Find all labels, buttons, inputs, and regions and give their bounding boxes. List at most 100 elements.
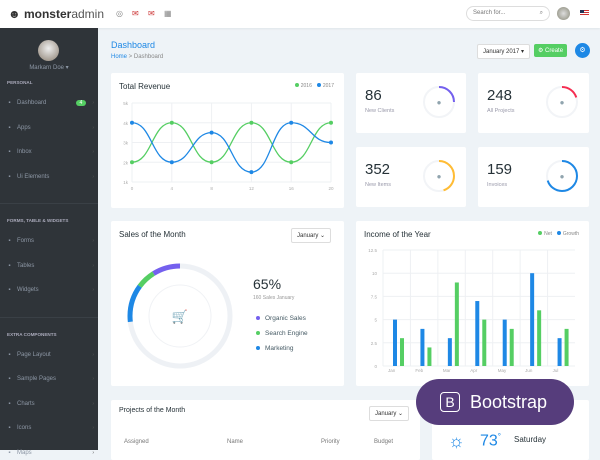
brand-part2: admin [71, 7, 104, 21]
stat-progress-ring: ● [423, 86, 455, 118]
stat-progress-arc [546, 160, 578, 192]
month-select[interactable]: January 2017 ▾ [477, 44, 531, 59]
user-avatar[interactable] [557, 7, 570, 20]
stat-label: Invoices [487, 182, 508, 188]
notification-icon[interactable]: ✉ [132, 9, 139, 18]
sidebar-item-page-layout[interactable]: ▪ Page Layout › [6, 350, 94, 360]
legend-dot [256, 316, 260, 320]
bar-net-apr [482, 319, 487, 366]
sidebar-section-title: PERSONAL [7, 80, 33, 85]
bar-net-feb [427, 347, 432, 366]
projects-month-select[interactable]: January ⌄ [369, 406, 410, 421]
sidebar-item-ui-elements[interactable]: ▪ Ui Elements › [6, 172, 94, 182]
pen-icon: ▪ [8, 425, 11, 431]
sidebar-item-apps[interactable]: ▪ Apps › [6, 123, 94, 133]
chevron-right-icon: › [92, 238, 94, 244]
breadcrumb: Home > Dashboard [111, 54, 164, 60]
sidebar-divider [0, 316, 98, 318]
income-chart: 0 2.5 5 7.5 10 12.5 Jan Feb Mar Apr May Jun Jul [368, 248, 575, 373]
grid-icon[interactable]: ▦ [164, 9, 172, 18]
widgets-icon: ▪ [8, 287, 11, 293]
bar-growth-jul [557, 338, 562, 366]
stat-progress-arc [423, 86, 455, 118]
x-tick-label: Jan [388, 368, 396, 373]
stat-card: 86 New Clients ● [356, 73, 466, 133]
search-icon: ⌕ [539, 10, 543, 16]
x-tick-label: Jun [525, 368, 533, 373]
brand-logo[interactable]: ☻ monsteradmin [8, 7, 104, 21]
stat-card: 352 New Items ● [356, 147, 466, 207]
stat-progress-ring: ● [546, 86, 578, 118]
series-line-2017 [131, 122, 332, 173]
sidebar-item-charts[interactable]: ▪ Charts › [6, 399, 94, 409]
weather-temp: 73° [480, 432, 501, 450]
data-point-2017 [130, 120, 134, 125]
layout-icon: ▪ [8, 351, 11, 358]
cart-icon: 🛒 [172, 309, 188, 324]
sidebar-item-icons[interactable]: ▪ Icons › [6, 423, 94, 433]
data-point-2017 [329, 140, 333, 145]
sales-card: Sales of the Month January ⌄ 🛒 65% 160 S… [111, 221, 344, 386]
sidebar-avatar [38, 40, 59, 61]
stat-progress-arc [546, 86, 578, 118]
stat-label: New Items [365, 182, 391, 188]
y-tick-label: 2.5 [371, 341, 378, 346]
projects-title: Projects of the Month [119, 407, 186, 414]
sidebar-item-inbox[interactable]: ▪ Inbox › [6, 147, 94, 157]
temp-unit: ° [497, 432, 501, 441]
pages-icon: ▪ [8, 376, 11, 382]
gear-icon: ● [437, 172, 442, 181]
stat-progress-ring: ● [423, 160, 455, 192]
chevron-right-icon: › [92, 149, 94, 155]
stat-label: New Clients [365, 108, 395, 114]
sidebar-item-maps[interactable]: ▪ Maps › [6, 448, 94, 458]
messages-icon[interactable]: ✉ [148, 9, 155, 18]
y-tick-label: 5k [123, 101, 129, 106]
sales-subtitle: 160 Sales January [253, 295, 295, 301]
projects-select-value: January [375, 411, 397, 417]
menu-toggle-icon[interactable]: ◎ [116, 9, 123, 18]
chevron-right-icon: › [92, 376, 94, 382]
sales-percent: 65% [253, 276, 282, 292]
revenue-chart: 1k 2k 3k 4k 5k 0 4 8 12 16 20 [123, 101, 334, 191]
search-placeholder: Search for... [473, 10, 506, 16]
legend-2016: 2016 [300, 83, 312, 89]
temp-value: 73 [480, 432, 498, 450]
bar-growth-feb [420, 328, 425, 366]
user-name[interactable]: Markarn Doe ▾ [29, 65, 69, 71]
settings-button[interactable]: ⚙ [575, 43, 590, 58]
x-tick-label: 4 [171, 186, 174, 191]
sidebar-item-dashboard[interactable]: ▪ Dashboard 4 › [6, 98, 94, 108]
us-flag-icon[interactable] [580, 10, 589, 16]
page-title: Dashboard [111, 40, 156, 50]
data-point-2016 [329, 120, 333, 125]
sidebar-item-forms[interactable]: ▪ Forms › [6, 236, 94, 246]
bar-growth-may [502, 319, 507, 366]
search-input[interactable]: Search for... ⌕ [466, 6, 550, 21]
sidebar-item-widgets[interactable]: ▪ Widgets › [6, 285, 94, 295]
legend-label: Organic Sales [265, 315, 306, 322]
sidebar-badge: 4 [75, 100, 87, 106]
sales-month-select[interactable]: January ⌄ [291, 228, 332, 243]
sidebar: Markarn Doe ▾ PERSONAL ▪ Dashboard 4 › ▪ Apps ›… [0, 28, 98, 456]
sidebar-item-label: Sample Pages [17, 376, 57, 382]
sidebar-item-sample-pages[interactable]: ▪ Sample Pages › [6, 374, 94, 384]
user-icon: ● [437, 98, 442, 107]
sidebar-item-label: Apps [17, 124, 31, 131]
sidebar-item-label: Ui Elements [17, 173, 50, 180]
y-tick-label: 10 [372, 271, 378, 276]
chart-icon: ▪ [8, 400, 11, 407]
donut-segment-organic-sales [127, 263, 233, 369]
stat-progress-arc [423, 160, 455, 192]
breadcrumb-home[interactable]: Home [111, 54, 128, 60]
revenue-title: Total Revenue [119, 82, 171, 91]
revenue-legend: 2016 2017 [290, 83, 334, 89]
stat-value: 86 [365, 87, 382, 104]
sidebar-item-tables[interactable]: ▪ Tables › [6, 261, 94, 271]
apps-icon: ▪ [8, 124, 11, 131]
stat-progress-ring: ● [546, 160, 578, 192]
chevron-right-icon: › [92, 100, 94, 106]
create-button[interactable]: ⚙ Create [534, 44, 568, 57]
donut-segment-marketing [127, 263, 233, 369]
chevron-right-icon: › [92, 287, 94, 293]
